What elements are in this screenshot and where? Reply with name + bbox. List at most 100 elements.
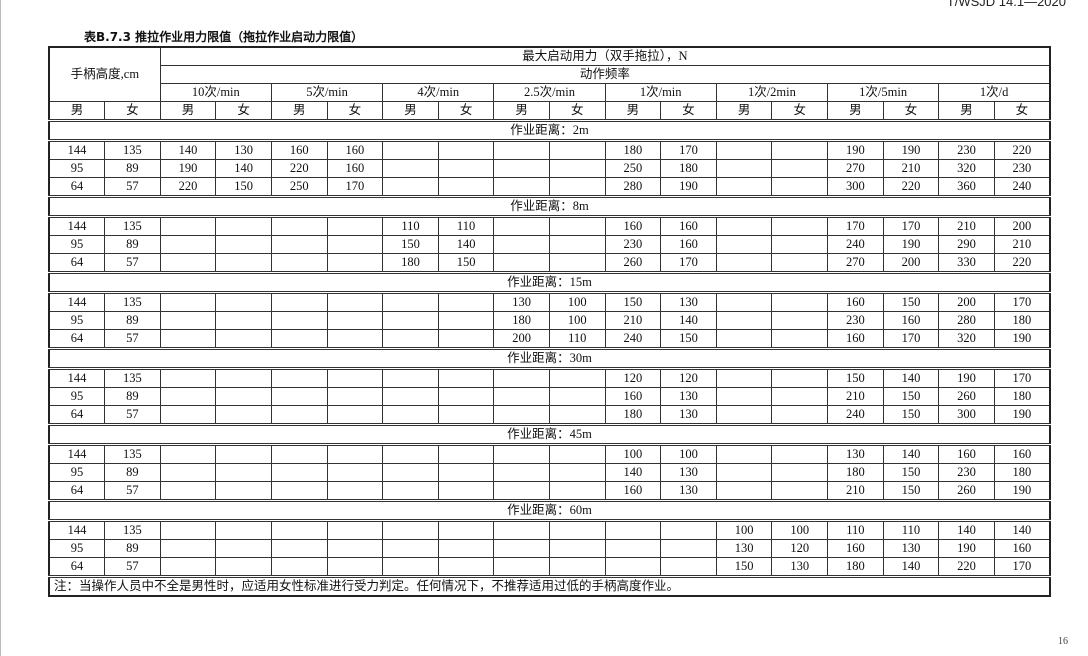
table-cell: 140 xyxy=(882,557,940,577)
table-cell xyxy=(493,253,550,273)
table-cell: 230 xyxy=(827,311,884,330)
section-label: 作业距离：15m xyxy=(48,271,1051,293)
table-cell: 64 xyxy=(48,481,106,501)
table-cell: 160 xyxy=(827,539,884,558)
table-row: 95 89 190 140 220 160 250 180 270 210 320 230 xyxy=(48,159,1051,178)
table-cell: 150 xyxy=(215,177,272,197)
table-cell xyxy=(326,367,384,388)
table-cell xyxy=(270,463,328,482)
table-cell xyxy=(382,557,439,577)
table-cell: 135 xyxy=(104,215,161,236)
table-cell: 135 xyxy=(104,139,161,160)
table-cell: 130 xyxy=(660,291,717,312)
table-cell: 170 xyxy=(326,177,384,197)
table-cell xyxy=(437,139,495,160)
section-row: 作业距离：60m xyxy=(48,499,1051,521)
table-cell: 180 xyxy=(604,405,662,425)
table-cell xyxy=(326,557,384,577)
table-cell xyxy=(493,215,550,236)
table-cell xyxy=(715,463,773,482)
table-cell xyxy=(382,463,439,482)
table-cell xyxy=(548,405,606,425)
section-label: 作业距离：45m xyxy=(48,423,1051,445)
table-cell xyxy=(382,443,439,464)
table-cell xyxy=(270,291,328,312)
male-header: 男 xyxy=(715,101,773,121)
table-cell xyxy=(215,443,272,464)
table-cell xyxy=(548,139,606,160)
table-cell xyxy=(215,253,272,273)
table-cell: 180 xyxy=(993,463,1051,482)
table-cell: 190 xyxy=(159,159,217,178)
frequency-column-header: 1次/2min xyxy=(715,83,829,102)
table-cell xyxy=(493,387,550,406)
male-header: 男 xyxy=(382,101,439,121)
table-cell xyxy=(382,367,439,388)
table-cell xyxy=(382,139,439,160)
table-cell: 57 xyxy=(104,329,161,349)
section-label: 作业距离：60m xyxy=(48,499,1051,521)
frequency-column-header: 1次/min xyxy=(604,83,717,102)
table-cell: 160 xyxy=(326,139,384,160)
table-cell xyxy=(548,481,606,501)
table-cell: 135 xyxy=(104,519,161,540)
table-note: 注：当操作人员中不全是男性时，应适用女性标准进行受力判定。任何情况下，不推荐适用… xyxy=(48,575,1051,597)
table-cell: 170 xyxy=(882,329,940,349)
table-cell: 200 xyxy=(493,329,550,349)
table-cell xyxy=(437,481,495,501)
male-header: 男 xyxy=(604,101,662,121)
table-cell: 360 xyxy=(938,177,995,197)
table-cell: 150 xyxy=(604,291,662,312)
table-cell: 230 xyxy=(938,463,995,482)
table-cell: 180 xyxy=(604,139,662,160)
table-cell: 140 xyxy=(993,519,1051,540)
table-row: 144 135 120 120 150 140 190 170 xyxy=(48,367,1051,388)
table-cell: 140 xyxy=(215,159,272,178)
table-cell: 95 xyxy=(48,311,106,330)
table-cell: 250 xyxy=(604,159,662,178)
table-cell: 135 xyxy=(104,291,161,312)
table-cell: 170 xyxy=(660,253,717,273)
table-row: 95 89 150 140 230 160 240 190 290 210 xyxy=(48,235,1051,254)
table-cell: 110 xyxy=(548,329,606,349)
table-row: 64 57 160 130 210 150 260 190 xyxy=(48,481,1051,501)
table-cell: 160 xyxy=(993,443,1051,464)
female-header: 女 xyxy=(993,101,1051,121)
table-cell: 190 xyxy=(993,329,1051,349)
frequency-column-header: 5次/min xyxy=(270,83,384,102)
table-cell xyxy=(548,463,606,482)
table-cell: 130 xyxy=(882,539,940,558)
table-cell: 160 xyxy=(326,159,384,178)
table-cell xyxy=(382,329,439,349)
table-cell: 150 xyxy=(882,481,940,501)
female-header: 女 xyxy=(882,101,940,121)
table-cell xyxy=(270,405,328,425)
gender-row: 男女男女男女男女男女男女男女男女男女 xyxy=(48,101,1051,121)
table-cell: 144 xyxy=(48,443,106,464)
table-cell xyxy=(215,329,272,349)
table-cell xyxy=(715,235,773,254)
section-row: 作业距离：30m xyxy=(48,347,1051,369)
table-cell xyxy=(215,463,272,482)
frequency-column-header: 1次/d xyxy=(938,83,1051,102)
table-cell xyxy=(493,539,550,558)
table-cell: 210 xyxy=(938,215,995,236)
table-cell: 170 xyxy=(882,215,940,236)
table-cell xyxy=(771,291,829,312)
table-row: 95 89 130 120 160 130 190 160 xyxy=(48,539,1051,558)
table-cell: 130 xyxy=(660,481,717,501)
table-cell xyxy=(771,443,829,464)
table-cell: 95 xyxy=(48,235,106,254)
table-cell xyxy=(437,405,495,425)
table-cell: 135 xyxy=(104,443,161,464)
table-cell: 160 xyxy=(604,215,662,236)
table-cell xyxy=(548,387,606,406)
table-cell xyxy=(493,235,550,254)
table-cell: 160 xyxy=(660,215,717,236)
table-cell xyxy=(715,291,773,312)
table-cell: 160 xyxy=(270,139,328,160)
table-cell xyxy=(159,463,217,482)
table-cell: 320 xyxy=(938,159,995,178)
table-cell xyxy=(604,557,662,577)
female-header: 女 xyxy=(437,101,495,121)
